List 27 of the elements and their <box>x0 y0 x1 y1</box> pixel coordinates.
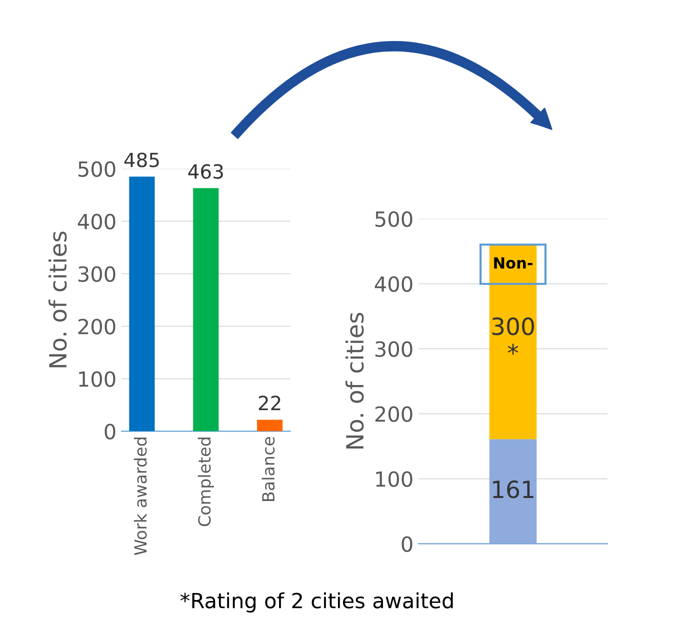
y-tick-label: 500 <box>375 211 412 227</box>
y-tick-label: 400 <box>374 276 412 292</box>
bar <box>193 188 219 432</box>
x-tick-label: Completed <box>198 438 214 526</box>
y-tick-label: 100 <box>79 371 116 387</box>
y-tick-label: 400 <box>78 214 116 230</box>
x-tick-label: Work awarded <box>134 438 147 556</box>
y-tick-label: 200 <box>78 318 116 334</box>
y-tick-label: 300 <box>375 341 412 357</box>
y-tick-label: 300 <box>78 266 116 282</box>
text: *Rating of 2 cities awaited <box>180 592 453 612</box>
data-label: 463 <box>188 164 223 179</box>
bar <box>129 176 155 432</box>
data-label: 161 <box>493 480 534 498</box>
y-tick-label: 200 <box>375 406 412 422</box>
bar <box>257 420 283 432</box>
y-axis-title: No. of cities <box>345 312 364 449</box>
y-tick-label: 0 <box>402 536 412 552</box>
y-axis-title: No. of cities <box>48 232 67 368</box>
data-label: 300 * <box>492 317 534 355</box>
x-tick-label: Balance <box>262 437 275 501</box>
data-label: 485 <box>124 152 159 168</box>
y-tick-label: 100 <box>376 471 412 487</box>
data-label: 22 <box>258 396 280 410</box>
y-tick-label: 500 <box>78 161 116 177</box>
y-tick-label: 0 <box>104 424 116 440</box>
annotation: Non- <box>494 257 532 269</box>
